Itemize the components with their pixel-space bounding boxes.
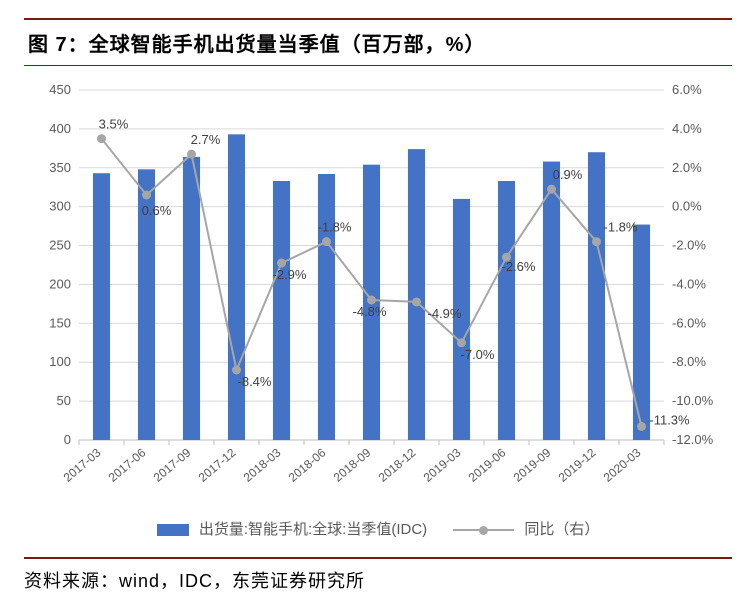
bar [228, 134, 245, 440]
legend-line-label: 同比（右） [524, 521, 599, 538]
line-marker [97, 134, 106, 143]
svg-text:50: 50 [57, 393, 71, 408]
svg-text:-8.0%: -8.0% [672, 354, 706, 369]
data-label: 3.5% [99, 117, 129, 132]
data-label: -8.4% [238, 374, 272, 389]
data-label: 0.9% [553, 167, 583, 182]
svg-text:0: 0 [64, 432, 71, 447]
line-marker [412, 297, 421, 306]
data-label: -1.8% [318, 220, 352, 235]
svg-text:150: 150 [49, 315, 71, 330]
line-marker [637, 422, 646, 431]
data-label: -2.6% [502, 259, 536, 274]
bar [273, 181, 290, 440]
source-text: 资料来源：wind，IDC，东莞证券研究所 [24, 567, 732, 593]
bar [93, 173, 110, 440]
svg-text:6.0%: 6.0% [672, 82, 702, 97]
line-marker [592, 237, 601, 246]
svg-text:-2.0%: -2.0% [672, 238, 706, 253]
figure-container: 图 7：全球智能手机出货量当季值（百万部，%） 0 50 100 150 200 250 3… [0, 0, 756, 603]
legend-swatch-bar [157, 524, 189, 536]
svg-text:200: 200 [49, 276, 71, 291]
svg-text:450: 450 [49, 82, 71, 97]
data-label: -11.3% [649, 412, 690, 427]
bar [408, 149, 425, 440]
svg-text:0.0%: 0.0% [672, 199, 702, 214]
chart-title: 图 7：全球智能手机出货量当季值（百万部，%） [28, 28, 732, 57]
line-marker [322, 237, 331, 246]
svg-text:-6.0%: -6.0% [672, 315, 706, 330]
svg-text:100: 100 [49, 354, 71, 369]
svg-text:400: 400 [49, 121, 71, 136]
legend-bars-label: 出货量:智能手机:全球:当季值(IDC) [199, 521, 427, 538]
legend-swatch-line [453, 526, 514, 535]
bar [588, 152, 605, 440]
data-label: 2.7% [191, 132, 221, 147]
chart-area: 0 50 100 150 200 250 300 350 400 450 -12.0% -10.0% -… [24, 80, 724, 510]
data-label: -4.8% [353, 304, 387, 319]
svg-text:-10.0%: -10.0% [672, 393, 714, 408]
line-marker [547, 185, 556, 194]
line-marker [187, 150, 196, 159]
legend-bars: 出货量:智能手机:全球:当季值(IDC) [157, 518, 428, 539]
svg-text:-12.0%: -12.0% [672, 432, 714, 447]
data-label: -4.9% [428, 306, 462, 321]
svg-text:300: 300 [49, 199, 71, 214]
data-label: -1.8% [604, 220, 638, 235]
legend-line: 同比（右） [453, 518, 599, 539]
chart-svg: 0 50 100 150 200 250 300 350 400 450 -12.0% -10.0% -… [24, 80, 724, 510]
svg-text:-4.0%: -4.0% [672, 276, 706, 291]
bar [498, 181, 515, 440]
legend: 出货量:智能手机:全球:当季值(IDC) 同比（右） [24, 518, 732, 539]
bar [318, 174, 335, 440]
svg-text:250: 250 [49, 238, 71, 253]
bar [543, 162, 560, 440]
svg-text:4.0%: 4.0% [672, 121, 702, 136]
svg-text:2.0%: 2.0% [672, 160, 702, 175]
data-label: 0.6% [142, 203, 172, 218]
bar [633, 225, 650, 440]
title-rule-box: 图 7：全球智能手机出货量当季值（百万部，%） [24, 18, 732, 66]
data-label: -7.0% [461, 347, 495, 362]
line-marker [142, 191, 151, 200]
data-label: -2.9% [273, 267, 307, 282]
svg-text:350: 350 [49, 160, 71, 175]
bar [183, 157, 200, 440]
source-rule-box: 资料来源：wind，IDC，东莞证券研究所 [24, 557, 732, 593]
